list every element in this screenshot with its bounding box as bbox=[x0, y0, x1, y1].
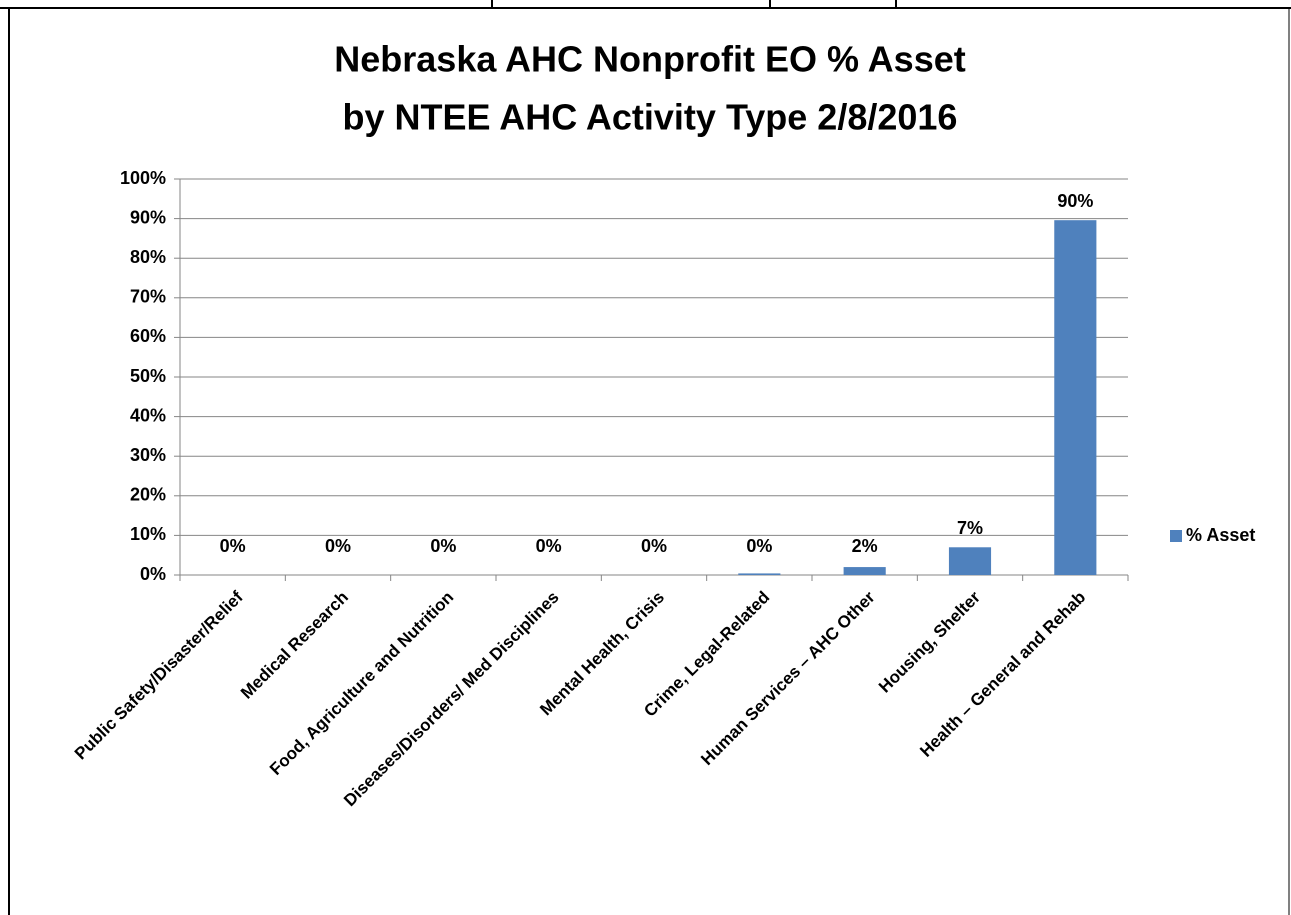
data-label: 7% bbox=[957, 518, 983, 538]
legend-swatch bbox=[1170, 530, 1182, 542]
bar bbox=[843, 567, 886, 575]
chart-title: by NTEE AHC Activity Type 2/8/2016 bbox=[343, 97, 958, 138]
y-tick-label: 70% bbox=[130, 287, 166, 307]
y-tick-label: 100% bbox=[120, 168, 166, 188]
bar bbox=[738, 573, 781, 575]
y-tick-label: 50% bbox=[130, 366, 166, 386]
data-label: 2% bbox=[852, 536, 878, 556]
y-tick-label: 10% bbox=[130, 524, 166, 544]
y-tick-label: 80% bbox=[130, 247, 166, 267]
data-label: 0% bbox=[220, 536, 246, 556]
chart-title: Nebraska AHC Nonprofit EO % Asset bbox=[334, 39, 965, 80]
data-label: 0% bbox=[746, 536, 772, 556]
data-label: 0% bbox=[430, 536, 456, 556]
y-tick-label: 0% bbox=[140, 564, 166, 584]
data-label: 90% bbox=[1057, 191, 1093, 211]
data-label: 0% bbox=[536, 536, 562, 556]
bar bbox=[948, 547, 992, 575]
y-tick-label: 30% bbox=[130, 445, 166, 465]
bar bbox=[1054, 220, 1097, 575]
data-label: 0% bbox=[325, 536, 351, 556]
y-tick-label: 40% bbox=[130, 405, 166, 425]
legend-label: % Asset bbox=[1186, 525, 1255, 545]
data-label: 0% bbox=[641, 536, 667, 556]
y-tick-label: 90% bbox=[130, 207, 166, 227]
y-tick-label: 20% bbox=[130, 485, 166, 505]
y-tick-label: 60% bbox=[130, 326, 166, 346]
